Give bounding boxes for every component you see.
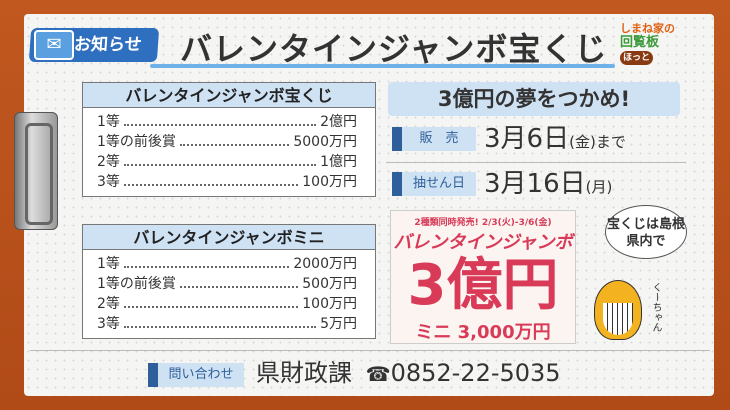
program-logo: しまね家の 回覧板 ほっと: [620, 22, 690, 68]
prize-value: 2000万円: [293, 256, 357, 272]
table-title: バレンタインジャンボミニ: [83, 225, 375, 250]
prize-value: 1億円: [320, 154, 357, 170]
prize-value: 5万円: [320, 316, 357, 332]
prize-table-jumbo: バレンタインジャンボ宝くじ 1等 2億円 1等の前後賞 5000万円 2等 1億円 3…: [82, 82, 376, 197]
draw-date: 3月16日(月): [484, 169, 612, 202]
sale-suffix: まで: [595, 133, 626, 151]
prize-table-mini: バレンタインジャンボミニ 1等 2000万円 1等の前後賞 500万円 2等 100万…: [82, 224, 376, 339]
phone-icon: ☎: [365, 362, 391, 386]
prize-value: 500万円: [302, 276, 357, 292]
sale-label: 販 売: [392, 127, 476, 151]
prize-label: 2等: [97, 296, 120, 312]
prize-value: 100万円: [302, 174, 357, 190]
logo-line1: しまね家の: [620, 22, 675, 35]
prize-label: 3等: [97, 174, 120, 190]
draw-date-text: 3月16日: [484, 169, 586, 199]
envelope-icon: ✉: [34, 30, 74, 60]
prize-label: 1等の前後賞: [97, 134, 176, 150]
poster-title: バレンタインジャンボ: [393, 232, 573, 253]
mascot-name: くーちゃん: [650, 282, 661, 332]
title-underline: [150, 64, 615, 68]
sale-weekday: (金): [569, 133, 596, 151]
sale-date: 3月6日(金)まで: [484, 124, 626, 157]
prize-value: 5000万円: [293, 134, 357, 150]
clipboard-clip: [14, 112, 58, 230]
contact-department: 県財政課: [256, 359, 352, 387]
table-row: 1等 2000万円: [83, 254, 375, 274]
poster-sale-period: 2種類同時発売! 2/3(火)-3/6(金): [414, 218, 552, 228]
page-title: バレンタインジャンボ宝くじ: [180, 30, 608, 68]
table-row: 2等 100万円: [83, 294, 375, 314]
sale-date-text: 3月6日: [484, 124, 570, 154]
prize-value: 100万円: [302, 296, 357, 312]
divider: [386, 162, 686, 163]
speech-bubble: 宝くじは島根県内で: [605, 205, 687, 259]
prize-label: 2等: [97, 154, 120, 170]
prize-label: 1等: [97, 114, 120, 130]
prize-value: 2億円: [320, 114, 357, 130]
table-row: 3等 5万円: [83, 314, 375, 334]
prize-label: 1等の前後賞: [97, 276, 176, 292]
table-row: 1等 2億円: [83, 112, 375, 132]
catchphrase: 3億円の夢をつかめ!: [388, 82, 680, 116]
whale-mascot-icon: [594, 280, 642, 340]
table-title: バレンタインジャンボ宝くじ: [83, 83, 375, 108]
contact-phone: 0852-22-5035: [390, 359, 561, 387]
lottery-poster: 2種類同時発売! 2/3(火)-3/6(金) バレンタインジャンボ 3億円 ミニ…: [390, 210, 576, 344]
prize-label: 3等: [97, 316, 120, 332]
table-row: 2等 1億円: [83, 152, 375, 172]
contact-info: 県財政課 ☎0852-22-5035: [256, 358, 596, 389]
draw-label: 抽せん日: [392, 172, 476, 196]
contact-label: 問い合わせ: [148, 363, 244, 387]
table-row: 3等 100万円: [83, 172, 375, 192]
prize-label: 1等: [97, 256, 120, 272]
table-row: 1等の前後賞 5000万円: [83, 132, 375, 152]
poster-jackpot: 3億円: [407, 253, 559, 318]
draw-weekday: (月): [585, 178, 613, 196]
logo-tag: ほっと: [620, 51, 654, 65]
divider: [30, 350, 710, 351]
poster-mini-jackpot: ミニ 3,000万円: [415, 322, 551, 343]
logo-line2: 回覧板: [620, 35, 660, 50]
table-row: 1等の前後賞 500万円: [83, 274, 375, 294]
